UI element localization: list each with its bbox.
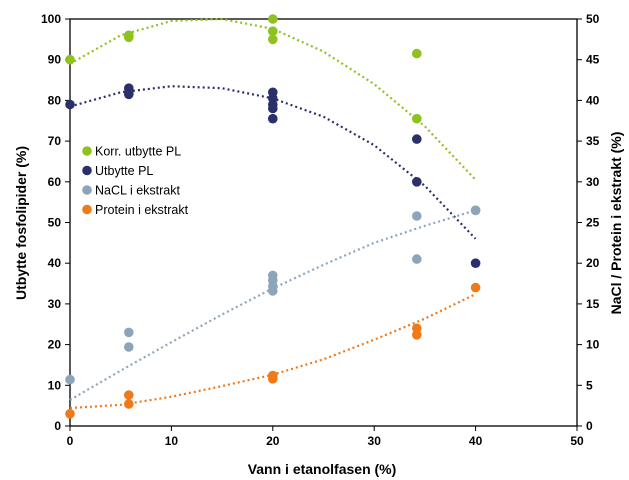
data-point-series-1 [268, 26, 278, 36]
y2-tick-label: 50 [586, 12, 600, 26]
y-tick-label: 60 [48, 175, 62, 189]
data-point-series-2 [268, 103, 278, 114]
legend-label-series-1: Korr. utbytte PL [95, 145, 181, 159]
y2-axis-title: NaCl / Protein i ekstrakt (%) [608, 132, 624, 315]
legend-label-series-3: NaCL i ekstrakt [95, 184, 181, 198]
y2-tick-label: 5 [586, 378, 593, 392]
y-tick-label: 50 [48, 216, 62, 230]
data-point-series-4 [124, 390, 134, 400]
data-point-series-3 [412, 211, 422, 221]
y-tick-label: 40 [48, 256, 62, 270]
data-point-series-3 [124, 342, 134, 352]
y2-tick-label: 30 [586, 175, 600, 189]
x-axis-title: Vann i etanolfasen (%) [248, 461, 397, 477]
y2-tick-label: 20 [586, 256, 600, 270]
plot-frame [69, 18, 578, 427]
data-point-series-1 [268, 14, 278, 24]
plot-area-border [69, 18, 578, 427]
data-point-series-1 [412, 113, 422, 124]
legend-marker-series-1 [82, 146, 92, 156]
y-tick-label: 0 [54, 419, 61, 433]
data-point-series-4 [470, 282, 481, 293]
y2-tick-label: 0 [586, 419, 593, 433]
data-point-series-3 [470, 205, 481, 216]
x-tick-label: 0 [67, 434, 74, 448]
y-tick-label: 80 [48, 93, 62, 107]
y2-tick-label: 35 [586, 134, 600, 148]
data-point-series-1 [65, 54, 75, 65]
y2-tick-label: 25 [586, 216, 600, 230]
data-point-series-4 [65, 409, 75, 419]
y2-tick-label: 40 [586, 93, 600, 107]
x-tick-label: 50 [570, 434, 584, 448]
y-tick-label: 30 [48, 297, 62, 311]
legend-label-series-2: Utbytte PL [95, 164, 153, 178]
y-tick-label: 20 [48, 338, 62, 352]
data-point-series-1 [268, 34, 278, 45]
data-point-series-4 [124, 399, 134, 409]
data-point-series-2 [65, 99, 75, 110]
ticks-layer: 0 10 20 30 40 5001020304050607080901000510152… [41, 12, 600, 448]
legend-marker-series-2 [82, 165, 92, 176]
y-tick-label: 90 [48, 53, 62, 67]
data-point-series-1 [412, 48, 422, 59]
y2-tick-label: 15 [586, 297, 600, 311]
y2-tick-label: 45 [586, 53, 600, 67]
data-point-series-3 [65, 374, 75, 385]
data-points [65, 14, 481, 419]
data-point-series-4 [268, 374, 278, 384]
x-tick-label: 20 [266, 434, 280, 448]
legend-label-series-4: Protein i ekstrakt [95, 203, 189, 217]
data-point-series-3 [268, 286, 278, 296]
legend-marker-series-3 [82, 185, 92, 195]
y2-tick-label: 10 [586, 338, 600, 352]
data-point-series-3 [124, 327, 134, 338]
data-point-series-3 [412, 254, 422, 264]
legend: Korr. utbytte PL Utbytte PL NaCL i ekstrak… [82, 145, 189, 217]
data-point-series-2 [470, 258, 481, 269]
data-point-series-2 [268, 113, 278, 124]
y-tick-label: 10 [48, 378, 62, 392]
x-tick-label: 10 [165, 434, 179, 448]
x-tick-label: 40 [469, 434, 483, 448]
y-tick-label: 70 [48, 134, 62, 148]
data-point-series-2 [124, 89, 134, 100]
legend-marker-series-4 [82, 204, 92, 215]
data-point-series-2 [412, 134, 422, 144]
data-point-series-4 [412, 330, 422, 340]
x-tick-label: 30 [368, 434, 382, 448]
y-axis-title: Utbytte fosfolipider (%) [13, 146, 29, 300]
y-tick-label: 100 [41, 12, 61, 26]
data-point-series-1 [124, 30, 134, 41]
trendline-series-1 [69, 17, 477, 181]
data-point-series-2 [412, 177, 422, 187]
